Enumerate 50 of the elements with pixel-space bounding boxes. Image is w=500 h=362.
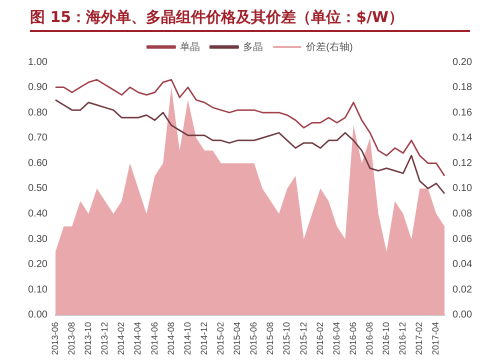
y-tick-label: 0.90 <box>28 82 48 94</box>
x-tick-label: 2014-02 <box>116 322 126 355</box>
y-tick-label: 0.10 <box>28 284 48 296</box>
y2-tick-label: 0.14 <box>452 132 472 144</box>
y2-tick-label: 0.12 <box>452 158 472 169</box>
y-tick-label: 0.40 <box>28 208 48 220</box>
x-tick-label: 2016-08 <box>364 322 375 355</box>
x-tick-label: 2014-04 <box>132 322 143 355</box>
x-tick-label: 2016-10 <box>381 322 392 355</box>
x-tick-label: 2016-06 <box>348 322 358 355</box>
y-tick-label: 0.80 <box>28 107 48 118</box>
y-tick-label: 0.50 <box>28 183 48 194</box>
x-tick-label: 2015-10 <box>282 322 292 355</box>
y2-tick-label: 0.20 <box>452 56 472 68</box>
y2-tick-label: 0.00 <box>452 310 472 321</box>
y-tick-label: 0.00 <box>28 310 48 321</box>
x-tick-label: 2015-02 <box>216 322 226 355</box>
chart-title: 图 15：海外单、多晶组件价格及其价差（单位：$/W） <box>30 6 470 32</box>
x-tick-label: 2014-12 <box>198 322 209 355</box>
y2-tick-label: 0.02 <box>452 284 472 296</box>
x-tick-label: 2014-06 <box>149 322 160 355</box>
x-tick-label: 2013-06 <box>50 322 60 355</box>
x-tick-label: 2015-06 <box>248 322 259 355</box>
y2-tick-label: 0.06 <box>452 234 472 245</box>
y-tick-label: 0.20 <box>28 259 48 270</box>
x-tick-label: 2013-12 <box>100 322 110 355</box>
y2-tick-label: 0.08 <box>452 208 472 220</box>
y-tick-label: 0.70 <box>28 132 48 144</box>
x-tick-label: 2016-02 <box>314 322 325 355</box>
x-tick-label: 2013-08 <box>66 322 77 355</box>
x-tick-label: 2016-12 <box>398 322 408 355</box>
x-tick-label: 2015-12 <box>298 322 308 355</box>
y2-tick-label: 0.16 <box>452 107 472 118</box>
x-tick-label: 2014-08 <box>166 322 176 355</box>
x-tick-label: 2017-04 <box>430 322 441 355</box>
y2-tick-label: 0.04 <box>452 259 472 270</box>
y-tick-label: 0.30 <box>28 234 48 245</box>
x-tick-label: 2014-10 <box>182 322 192 355</box>
x-tick-label: 2015-08 <box>265 322 276 355</box>
x-tick-label: 2017-02 <box>414 322 424 355</box>
x-tick-label: 2015-04 <box>232 322 242 355</box>
legend-label: 多晶 <box>243 40 264 53</box>
y-tick-label: 0.60 <box>28 158 48 169</box>
legend-label: 单晶 <box>180 40 200 53</box>
legend-label: 价差(右轴) <box>305 40 353 53</box>
y-tick-label: 1.00 <box>28 56 48 68</box>
y2-tick-label: 0.18 <box>452 82 472 94</box>
y2-tick-label: 0.10 <box>452 183 472 194</box>
x-tick-label: 2016-04 <box>331 322 342 355</box>
x-tick-label: 2013-10 <box>83 322 94 355</box>
